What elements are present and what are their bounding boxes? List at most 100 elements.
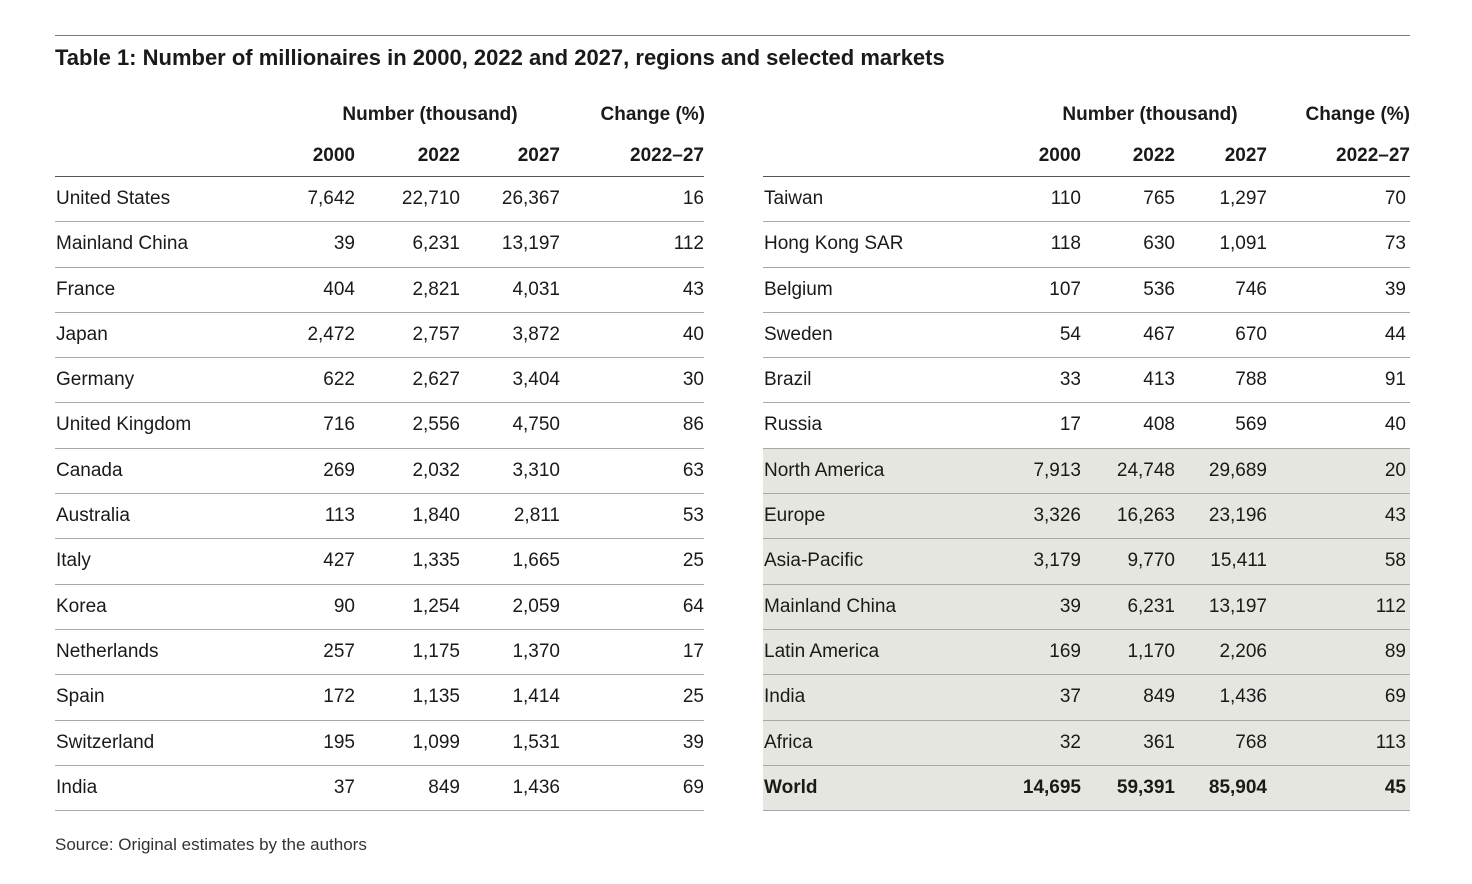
row-label: Italy [56,550,91,572]
cell-change: 112 [1375,595,1406,617]
row-label: France [56,278,116,300]
cell-change: 70 [1384,188,1406,209]
cell-2027: 1,436 [1219,686,1267,708]
table-row: Belgium 107 536 746 39 [763,268,1410,313]
cell-2022: 2,032 [412,459,460,481]
row-label: Taiwan [764,188,824,209]
cell-2000: 39 [333,233,355,255]
row-label: Mainland China [764,595,897,617]
cell-2027: 569 [1235,414,1267,436]
cell-change: 64 [682,595,704,617]
cell-2000: 622 [323,369,355,391]
cell-2000: 107 [1049,278,1081,300]
cell-2027: 3,872 [512,323,560,345]
cell-2022: 1,099 [412,731,460,753]
table-row: United Kingdom 716 2,556 4,750 86 [55,403,704,449]
row-label: Europe [764,505,826,527]
header-rule [763,176,1410,177]
table-row: Brazil 33 413 788 91 [763,358,1410,404]
year-header-2027: 2027 [517,145,560,166]
cell-2022: 849 [1143,686,1175,708]
cell-2000: 32 [1059,731,1081,753]
row-label: Spain [56,686,105,708]
cell-2027: 1,414 [512,686,560,708]
right-rows: Taiwan 110 765 1,297 70 Hong Kong SAR 118 630 1,… [763,177,1410,812]
table-row: India 37 849 1,436 69 [55,766,704,812]
cell-change: 69 [682,776,704,798]
row-label: Australia [56,505,130,527]
cell-2000: 257 [323,640,355,662]
cell-2022: 16,263 [1116,505,1175,527]
cell-2000: 169 [1049,640,1081,662]
cell-2000: 14,695 [1022,776,1081,798]
cell-2027: 2,206 [1219,640,1267,662]
cell-change: 45 [1384,776,1406,798]
row-label: North America [764,459,885,481]
cell-2000: 172 [323,686,355,708]
year-header-2022: 2022 [1132,145,1175,166]
cell-2000: 3,326 [1033,505,1081,527]
row-label: Latin America [764,640,880,662]
cell-change: 40 [682,323,704,345]
cell-change: 58 [1384,550,1406,572]
cell-2027: 4,031 [512,278,560,300]
row-label: Africa [764,731,813,753]
table-row: Italy 427 1,335 1,665 25 [55,539,704,585]
cell-2022: 1,254 [412,595,460,617]
table-row: France 404 2,821 4,031 43 [55,268,704,313]
row-label: Japan [56,323,108,345]
cell-2022: 1,170 [1127,640,1175,662]
cell-2022: 24,748 [1116,459,1175,481]
table-row: Korea 90 1,254 2,059 64 [55,585,704,630]
cell-2027: 670 [1235,323,1267,345]
cell-change: 43 [682,278,704,300]
cell-2022: 408 [1143,414,1175,436]
table-row: Latin America 169 1,170 2,206 89 [763,629,1410,676]
row-label: India [764,686,806,708]
cell-2027: 13,197 [1208,595,1267,617]
cell-2022: 2,757 [412,323,460,345]
cell-2027: 85,904 [1208,776,1267,798]
cell-change: 25 [682,686,704,708]
change-group-header: Change (%) [1305,104,1411,125]
cell-2022: 22,710 [401,188,460,209]
cell-2000: 2,472 [307,323,355,345]
row-label: Switzerland [56,731,155,753]
cell-change: 63 [682,459,704,481]
row-label: Netherlands [56,640,159,662]
cell-2000: 39 [1059,595,1081,617]
table-row: Sweden 54 467 670 44 [763,313,1410,359]
cell-2027: 788 [1235,369,1267,391]
row-label: Russia [764,414,823,436]
cell-change: 91 [1384,369,1406,391]
cell-2022: 6,231 [1127,595,1175,617]
cell-2022: 630 [1143,233,1175,255]
row-label: Belgium [764,278,833,300]
row-label: Mainland China [56,233,189,255]
top-rule [55,35,1410,36]
row-label: Sweden [764,323,833,345]
cell-2027: 2,059 [512,595,560,617]
cell-change: 16 [682,188,704,209]
table-row: Spain 172 1,135 1,414 25 [55,675,704,721]
cell-2000: 195 [323,731,355,753]
cell-2000: 404 [323,278,355,300]
year-header-2000: 2000 [1038,145,1081,166]
cell-2027: 23,196 [1208,505,1267,527]
cell-change: 43 [1384,505,1406,527]
cell-2000: 3,179 [1033,550,1081,572]
cell-2027: 4,750 [512,414,560,436]
cell-change: 30 [682,369,704,391]
cell-change: 73 [1384,233,1406,255]
table-row: Australia 113 1,840 2,811 53 [55,494,704,540]
cell-2022: 2,627 [412,369,460,391]
cell-2022: 1,335 [412,550,460,572]
cell-2027: 13,197 [501,233,560,255]
row-label: United Kingdom [56,414,192,436]
cell-2022: 6,231 [412,233,460,255]
cell-2000: 37 [333,776,355,798]
table-row: United States 7,642 22,710 26,367 16 [55,177,704,223]
cell-2022: 59,391 [1116,776,1175,798]
row-label: World [764,776,818,798]
cell-change: 40 [1384,414,1406,436]
